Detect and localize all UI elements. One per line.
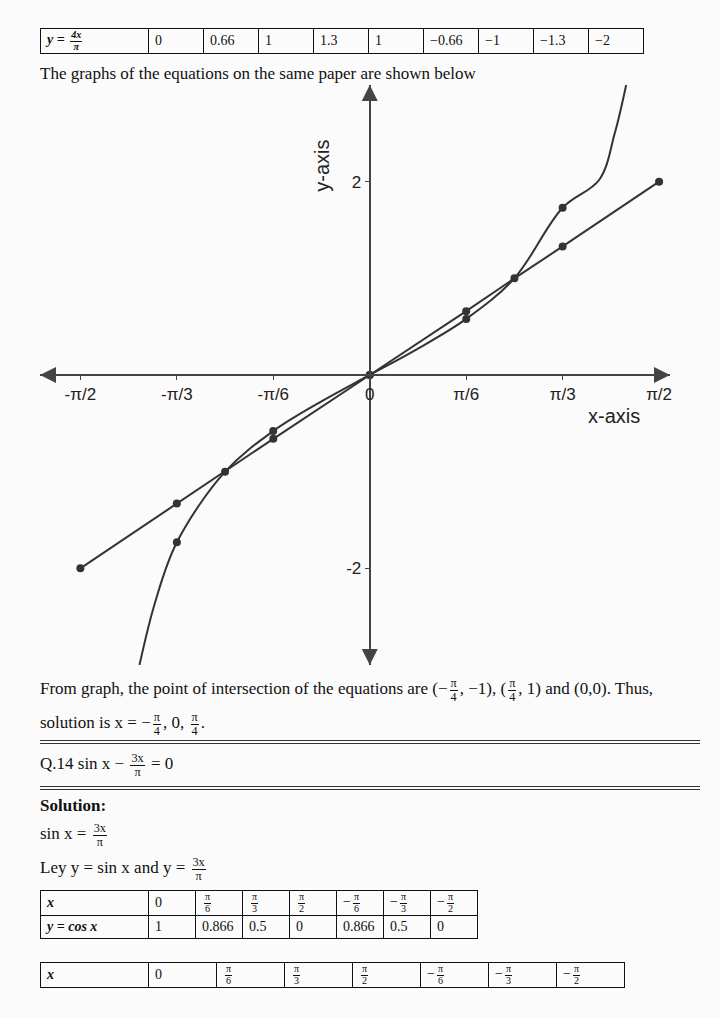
svg-text:π/6: π/6	[453, 385, 479, 404]
html-text:6: 6	[437, 974, 443, 986]
html-text:π: π	[195, 868, 202, 883]
html-text:−1: −1	[485, 33, 500, 49]
html-text:−π: −π	[427, 963, 443, 982]
html-text:4.: 4.	[191, 713, 205, 738]
html-text:x: x	[47, 895, 54, 911]
html-text:0: 0	[155, 33, 162, 49]
html-text:y = cos x: y = cos x	[47, 919, 98, 935]
html-text:2: 2	[573, 974, 579, 986]
html-text:−π: −π	[563, 963, 579, 982]
html-text:−π: −π	[495, 963, 511, 982]
html-text:−1.3: −1.3	[540, 33, 566, 49]
svg-text:2: 2	[352, 173, 361, 192]
html-text:3: 3	[400, 902, 406, 914]
svg-text:-π/2: -π/2	[65, 385, 97, 404]
html-text:2: 2	[299, 902, 305, 914]
html-text:Solution:: Solution:	[40, 796, 107, 815]
html-text:−π: −π	[390, 891, 406, 910]
html-text:π = 0: π = 0	[134, 754, 174, 779]
html-text:The graphs of the equations on: The graphs of the equations on the same …	[40, 64, 476, 83]
html-text:sin x =3x: sin x =3x	[40, 821, 106, 844]
html-text:Ley y = sin x and y =3x: Ley y = sin x and y =3x	[40, 855, 205, 878]
svg-text:x-axis: x-axis	[588, 405, 640, 427]
svg-text:-π/3: -π/3	[161, 385, 193, 404]
html-text:6: 6	[226, 974, 232, 986]
html-text:6: 6	[205, 902, 211, 914]
html-text:π: π	[226, 963, 232, 974]
svg-text:-2: -2	[346, 559, 361, 578]
html-text:3: 3	[505, 974, 511, 986]
html-text:1: 1	[375, 33, 382, 49]
html-text:−2: −2	[595, 33, 610, 49]
svg-text:π/2: π/2	[646, 385, 672, 404]
svg-text:0: 0	[365, 385, 374, 404]
html-text:4, 1) and (0,0). Thus, solutio: 4, 1) and (0,0). Thus, solution is x = −…	[40, 679, 654, 732]
html-text:0.866: 0.866	[202, 919, 234, 935]
html-text:1: 1	[155, 919, 162, 935]
html-text:π: π	[362, 963, 368, 974]
html-text:0.66: 0.66	[210, 33, 235, 49]
html-text:−π: −π	[343, 891, 359, 910]
html-text:π: π	[73, 40, 79, 52]
html-text:x: x	[47, 967, 54, 983]
html-text:1: 1	[265, 33, 272, 49]
svg-text:-π/6: -π/6	[257, 385, 289, 404]
svg-text:π/3: π/3	[550, 385, 576, 404]
html-text:1.3: 1.3	[320, 33, 338, 49]
html-text:3: 3	[294, 974, 300, 986]
html-text:π: π	[96, 834, 103, 849]
html-text:π: π	[299, 891, 305, 902]
html-text:3: 3	[252, 902, 258, 914]
svg-text:y-axis: y-axis	[311, 139, 333, 191]
html-text:0.5: 0.5	[390, 919, 408, 935]
html-text:0: 0	[155, 895, 162, 911]
html-text:−0.66: −0.66	[430, 33, 463, 49]
html-text:0.5: 0.5	[249, 919, 267, 935]
html-text:6: 6	[353, 902, 359, 914]
html-text:4 , 0,π: 4 , 0,π	[153, 709, 198, 738]
html-text:π: π	[252, 891, 258, 902]
html-text:0.866: 0.866	[343, 919, 375, 935]
html-text:−π: −π	[437, 891, 453, 910]
html-text:π: π	[205, 891, 211, 902]
html-text:2: 2	[362, 974, 368, 986]
html-text:Q.14 sin x −3x: Q.14 sin x −3x	[40, 751, 144, 774]
html-text:From graph, the point of inter: From graph, the point of intersection of…	[40, 675, 457, 698]
html-text:4, −1), (π: 4, −1), (π	[450, 675, 516, 704]
html-text:0: 0	[155, 967, 162, 983]
html-text:0: 0	[437, 919, 444, 935]
html-text:π: π	[294, 963, 300, 974]
html-text:2: 2	[447, 902, 453, 914]
html-text:0: 0	[296, 919, 303, 935]
html-text:y =4x: y =4x	[47, 29, 82, 48]
